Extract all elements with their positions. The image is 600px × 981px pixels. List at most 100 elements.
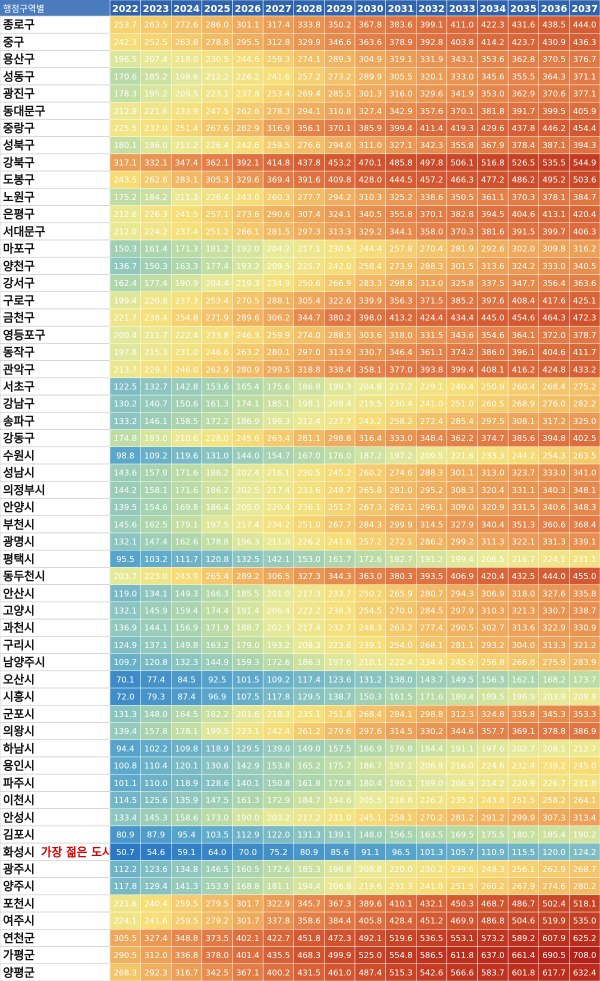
value-label: 394.5 xyxy=(481,209,504,219)
table-row: 양평군 268.3 292.3 316.7 342.5 367.1 400.2 431.5 46… xyxy=(0,963,600,981)
value-label: 185.4 xyxy=(542,830,565,840)
value-label: 221.6 xyxy=(114,898,137,908)
value-label: 435.5 xyxy=(267,950,290,960)
value-label: 112.2 xyxy=(114,864,137,874)
value-label: 347.4 xyxy=(175,157,198,167)
value-label: 347.7 xyxy=(512,278,535,288)
region-label: 마포구 xyxy=(3,242,35,256)
value-label: 277.7 xyxy=(297,192,320,202)
value-label: 314.5 xyxy=(389,726,412,736)
value-label: 423.7 xyxy=(512,37,535,47)
value-label: 319.1 xyxy=(389,54,412,64)
value-label: 188.7 xyxy=(236,623,259,633)
value-label: 364.1 xyxy=(512,330,535,340)
value-label: 342.3 xyxy=(420,140,443,150)
table-row: 이천시 114.5 125.6 135.9 147.5 161.3 172.9 184.7 19… xyxy=(0,791,600,809)
value-label: 573.2 xyxy=(481,933,504,943)
value-label: 306.9 xyxy=(481,588,504,598)
value-label: 356.3 xyxy=(389,295,412,305)
value-label: 130.2 xyxy=(114,399,137,409)
value-label: 251.5 xyxy=(512,795,535,805)
value-label: 186.2 xyxy=(205,468,228,478)
value-label: 179.0 xyxy=(236,640,259,650)
value-label: 363.6 xyxy=(359,37,382,47)
value-label: 502.4 xyxy=(542,898,565,908)
value-label: 224.1 xyxy=(542,554,565,564)
value-label: 318.8 xyxy=(297,364,320,374)
value-label: 632.4 xyxy=(573,967,596,977)
value-label: 250.9 xyxy=(481,381,504,391)
value-label: 164.5 xyxy=(175,709,198,719)
value-label: 102.2 xyxy=(144,743,167,753)
value-label: 374.7 xyxy=(481,433,504,443)
value-label: 261.2 xyxy=(297,726,320,736)
value-label: 215.3 xyxy=(144,347,167,357)
value-label: 110.9 xyxy=(481,847,504,857)
value-label: 438.5 xyxy=(542,20,565,30)
value-label: 199.4 xyxy=(450,554,473,564)
table-row: 성북구 180.1 196.0 211.2 226.4 242.6 259.5 276.6 29… xyxy=(0,136,600,155)
value-label: 554.8 xyxy=(389,950,412,960)
value-label: 400.2 xyxy=(267,967,290,977)
value-label: 107.5 xyxy=(236,692,259,702)
value-label: 101.1 xyxy=(114,778,137,788)
value-label: 139.5 xyxy=(114,502,137,512)
value-label: 179.1 xyxy=(175,519,198,529)
value-label: 385.2 xyxy=(450,295,473,305)
value-label: 129.4 xyxy=(144,881,167,891)
value-label: 92.5 xyxy=(208,674,226,684)
value-label: 294.2 xyxy=(328,192,351,202)
value-label: 298.8 xyxy=(389,278,412,288)
value-label: 322.9 xyxy=(267,898,290,908)
value-label: 59.1 xyxy=(177,847,195,857)
value-label: 355.8 xyxy=(389,209,412,219)
value-label: 285.4 xyxy=(450,416,473,426)
value-label: 154.7 xyxy=(267,450,290,460)
value-label: 96.5 xyxy=(392,847,410,857)
value-label: 273.9 xyxy=(389,261,412,271)
value-label: 193.0 xyxy=(144,433,167,443)
region-label: 광주시 xyxy=(3,862,35,876)
value-label: 132.7 xyxy=(144,381,167,391)
value-label: 253.4 xyxy=(267,89,290,99)
value-label: 158.6 xyxy=(175,812,198,822)
value-label: 237.3 xyxy=(175,295,198,305)
value-label: 240.4 xyxy=(450,381,473,391)
value-label: 203.7 xyxy=(114,571,137,581)
value-label: 394.3 xyxy=(573,140,596,150)
value-label: 133.2 xyxy=(114,416,137,426)
value-label: 451.2 xyxy=(420,916,443,926)
value-label: 132.1 xyxy=(114,606,137,616)
value-label: 393.5 xyxy=(420,571,443,581)
value-label: 301.5 xyxy=(450,261,473,271)
value-label: 369.4 xyxy=(267,175,290,185)
value-label: 177.4 xyxy=(205,261,228,271)
table-row: 송파구 133.2 146.1 158.5 172.2 186.9 199.3 212.4 22… xyxy=(0,412,600,430)
value-label: 80.9 xyxy=(300,847,318,857)
value-label: 472.3 xyxy=(573,313,596,323)
value-label: 277.4 xyxy=(420,623,443,633)
value-label: 327.1 xyxy=(389,140,412,150)
value-label: 239.1 xyxy=(359,640,382,650)
value-label: 95.4 xyxy=(177,830,195,840)
value-label: 172.6 xyxy=(267,864,290,874)
value-label: 281.1 xyxy=(450,640,473,650)
value-label: 301.7 xyxy=(236,916,259,926)
value-label: 302.7 xyxy=(481,623,504,633)
value-label: 346.6 xyxy=(328,37,351,47)
table-row: 수원시 98.8 109.2 119.6 131.0 144.0 154.7 167.0 176… xyxy=(0,446,600,465)
value-label: 525.0 xyxy=(359,950,382,960)
value-label: 218.0 xyxy=(175,54,198,64)
value-label: 329.2 xyxy=(359,226,382,236)
region-label: 남양주시 xyxy=(3,655,45,669)
value-label: 262.9 xyxy=(205,364,228,374)
value-label: 87.4 xyxy=(177,692,195,702)
value-label: 274.0 xyxy=(297,330,320,340)
value-label: 274.6 xyxy=(542,881,565,891)
value-label: 322.6 xyxy=(328,295,351,305)
value-label: 216.7 xyxy=(512,554,535,564)
value-label: 361.1 xyxy=(481,192,504,202)
value-label: 159.3 xyxy=(236,657,259,667)
value-label: 314.5 xyxy=(420,519,443,529)
value-label: 302.0 xyxy=(512,244,535,254)
